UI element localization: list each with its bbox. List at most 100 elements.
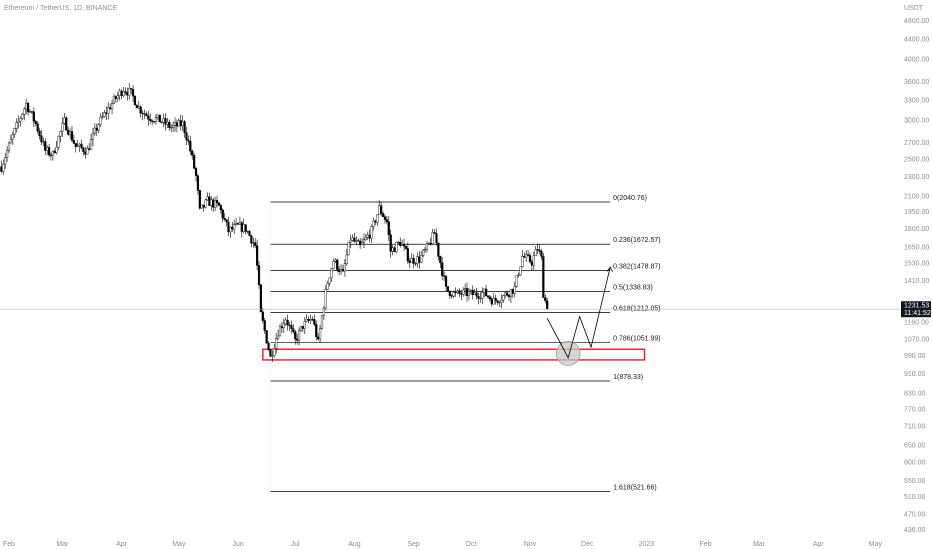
candle-body [124, 91, 127, 93]
candle-body [458, 290, 461, 294]
candle-body [328, 277, 331, 284]
x-tick-label: Oct [465, 541, 476, 548]
candle-body [215, 200, 219, 203]
candle-body [255, 245, 259, 266]
candle-body [147, 115, 150, 120]
y-tick-label: 1650.00 [904, 245, 929, 252]
candle-body [385, 219, 388, 222]
candle-body [46, 147, 49, 151]
candle-body [273, 348, 276, 356]
candle-body [32, 111, 35, 122]
candle-body [439, 256, 442, 263]
candle-body [546, 300, 549, 310]
candle-body [172, 125, 175, 128]
candle-body [511, 289, 514, 294]
projection-line [546, 267, 611, 359]
candle-body [149, 119, 152, 121]
candle-body [42, 141, 45, 143]
candle-body [393, 247, 396, 252]
candle-body [250, 235, 253, 244]
candle-body [376, 214, 379, 223]
y-tick-label: 3600.00 [904, 79, 929, 86]
candle-body [481, 292, 484, 299]
x-tick-label: Apr [116, 541, 128, 548]
candle-body [34, 120, 37, 124]
candle-body [200, 204, 203, 209]
candle-body [538, 249, 541, 252]
candle-body [204, 199, 207, 208]
candle-body [517, 274, 520, 276]
candle-body [191, 150, 194, 156]
candle-body [540, 251, 543, 257]
candle-body [464, 288, 467, 291]
candle-body [429, 242, 432, 245]
candle-body [183, 121, 186, 133]
candle-body [397, 242, 400, 244]
candle-body [185, 132, 188, 141]
candle-body [416, 256, 419, 264]
candle-body [214, 200, 217, 208]
y-tick-label: 2100.00 [904, 193, 929, 200]
candle-body [467, 291, 471, 296]
candle-body [63, 117, 66, 124]
support-zone[interactable] [262, 348, 646, 361]
candle-body [11, 134, 14, 140]
candle-body [378, 205, 381, 215]
candle-body [126, 92, 129, 96]
candle-body [55, 146, 58, 154]
price-axis[interactable]: 436.00 470.00 510.00 550.00 600.00 650.00 710.… [904, 18, 929, 534]
y-tick-label: 910.00 [904, 371, 926, 378]
candle-body [515, 275, 518, 287]
candle-body [257, 265, 261, 286]
candle-body [72, 140, 75, 144]
candle-body [154, 117, 158, 122]
support-zone-box [262, 348, 646, 361]
x-tick-label: Jul [291, 541, 300, 548]
fib-level-label: 1(878.33) [613, 374, 643, 381]
candle-body [280, 326, 284, 329]
current-price-countdown: 11:41:52 [904, 310, 931, 317]
candle-body [44, 141, 47, 151]
candle-body [170, 127, 173, 129]
candle-body [534, 249, 537, 257]
candle-body [13, 128, 16, 135]
candle-body [67, 130, 70, 135]
y-tick-label: 2300.00 [904, 174, 929, 181]
candle-body [276, 335, 280, 339]
candle-body [389, 234, 392, 252]
candle-body [59, 130, 62, 137]
chart-symbol-title: Ethereum / TetherUS, 1D, BINANCE [4, 5, 117, 12]
candle-body [0, 166, 3, 172]
candle-body [422, 249, 425, 256]
candle-body [462, 289, 465, 295]
candle-body [303, 320, 306, 329]
candle-body [221, 209, 224, 219]
candle-body [131, 89, 135, 97]
y-tick-label: 510.00 [904, 494, 926, 501]
candle-body [282, 323, 285, 329]
candle-body [334, 259, 337, 262]
y-tick-label: 710.00 [904, 424, 926, 431]
candle-body [435, 233, 438, 244]
y-tick-label: 2700.00 [904, 140, 929, 147]
candle-body [414, 263, 417, 265]
projection-path[interactable] [546, 266, 614, 366]
fibonacci-retracement[interactable]: 0(2040.76) 0.236(1672.57) 0.382(1478.87) 0.… [270, 195, 661, 492]
candle-body [189, 141, 192, 152]
candle-body [320, 315, 324, 329]
candle-body [217, 202, 221, 206]
candle-body [168, 121, 171, 128]
candle-body [311, 319, 314, 321]
candle-body [368, 234, 371, 239]
candle-body [269, 349, 272, 357]
candle-body [265, 330, 268, 344]
candle-body [544, 297, 547, 301]
candle-body [23, 108, 26, 115]
candle-body [542, 256, 545, 298]
candle-body [26, 103, 30, 113]
time-axis[interactable]: Feb Mar Apr May Jun Jul Aug Sep Oct Nov Dec 2023 Feb… [3, 541, 883, 548]
candle-body [448, 290, 451, 296]
y-tick-label: 1530.00 [904, 261, 929, 268]
candle-body [454, 291, 457, 293]
